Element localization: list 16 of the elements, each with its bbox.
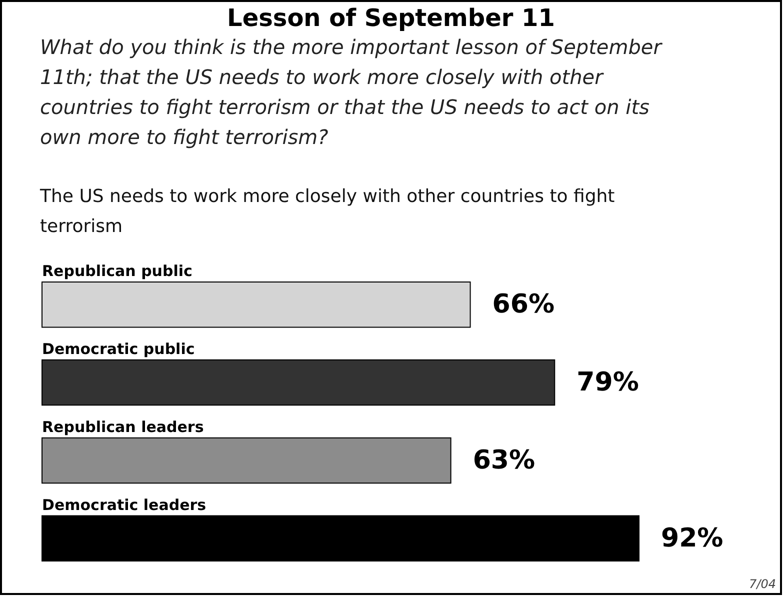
text: 7/04 [749,577,776,591]
chart-title: Lesson of September 11 [226,4,556,32]
chart-subtitle: What do you think is the more important lesson of September 11th; that the US needs to work more closely with other countries to fight terrorism or that the US needs to act on its own more to fight terrorism? [40,34,664,151]
data-label: 79% [576,368,639,398]
data-label: 63% [472,445,536,476]
bar [42,359,556,406]
bar [42,515,640,562]
data-label: 92% [661,523,724,554]
annotation: The US needs to work more closely with other countries to fight terrorism [40,185,616,239]
bar [42,437,452,484]
y-tick-label: Democratic leaders [42,496,206,514]
bar [42,282,471,328]
data-label: 66% [492,290,555,320]
y-tick-label: Republican leaders [42,418,204,436]
y-tick-label: Republican public [42,262,192,280]
y-tick-label: Democratic public [42,340,195,358]
